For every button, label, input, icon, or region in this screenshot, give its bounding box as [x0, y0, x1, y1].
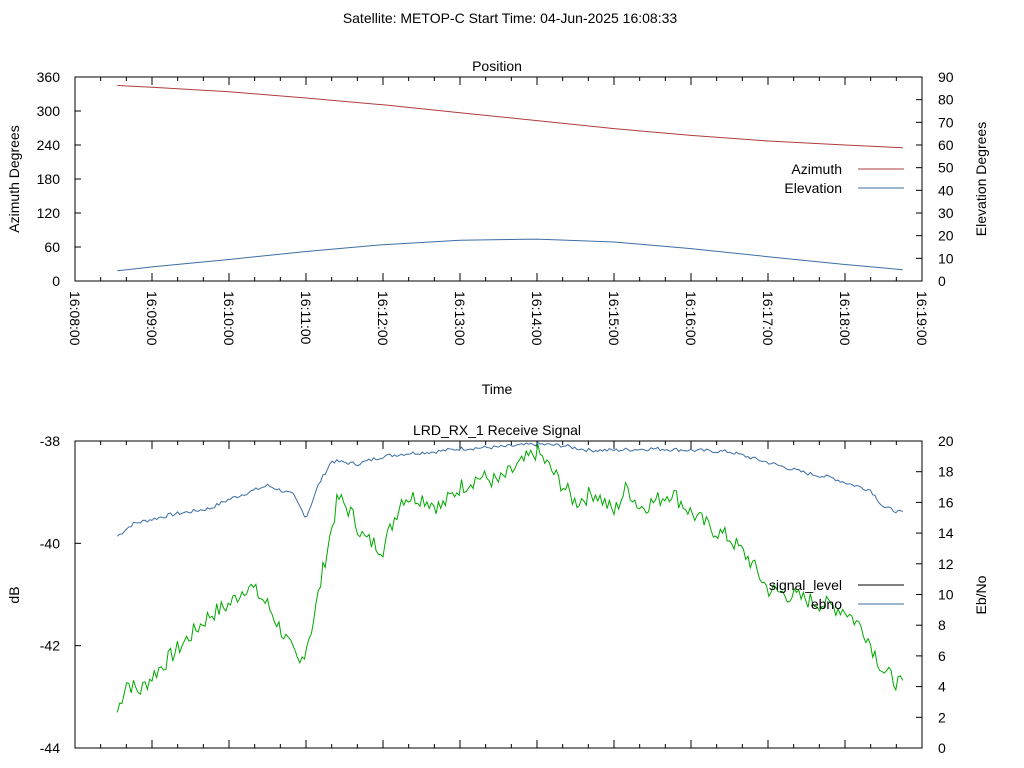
y-tick-label: 60	[44, 239, 60, 255]
y2-tick-label: 20	[938, 433, 954, 449]
y2-tick-label: 80	[938, 92, 954, 108]
position-series	[117, 85, 903, 272]
position-ylabel: Azimuth Degrees	[6, 125, 22, 232]
position-chart-title: Position	[472, 58, 522, 74]
azimuth-line	[117, 85, 903, 149]
y-tick-label: -42	[40, 638, 60, 654]
x-tick-label: 16:18:00	[837, 291, 853, 346]
y2-tick-label: 70	[938, 114, 954, 130]
signal-series	[116, 441, 904, 713]
y-tick-label: 180	[37, 171, 61, 187]
signal-legend: signal_level ebno	[769, 577, 904, 612]
y-tick-label: 300	[37, 103, 61, 119]
y2-tick-label: 40	[938, 182, 954, 198]
legend-azimuth-label: Azimuth	[791, 161, 842, 177]
header-title: Satellite: METOP-C Start Time: 04-Jun-20…	[343, 10, 678, 26]
y2-tick-label: 60	[938, 137, 954, 153]
y2-tick-label: 6	[938, 648, 946, 664]
x-tick-label: 16:19:00	[914, 291, 930, 346]
position-legend: Azimuth Elevation	[784, 161, 904, 196]
y-tick-label: 0	[52, 273, 60, 289]
y2-tick-label: 14	[938, 525, 954, 541]
x-tick-label: 16:15:00	[606, 291, 622, 346]
x-tick-label: 16:09:00	[144, 291, 160, 346]
y-tick-label: 360	[37, 69, 61, 85]
y2-tick-label: 20	[938, 228, 954, 244]
x-tick-label: 16:14:00	[529, 291, 545, 346]
position-y2label: Elevation Degrees	[973, 122, 989, 236]
x-tick-label: 16:17:00	[760, 291, 776, 346]
x-tick-label: 16:11:00	[298, 291, 314, 345]
y2-tick-label: 50	[938, 160, 954, 176]
y2-tick-label: 2	[938, 709, 946, 725]
y-tick-label: 120	[37, 205, 61, 221]
signal-chart-title: LRD_RX_1 Receive Signal	[413, 422, 581, 438]
y-tick-label: 240	[37, 137, 61, 153]
y2-tick-label: 10	[938, 250, 954, 266]
signal-axes: -44 -42 -40 -38 0 2 4 6 8 10 12 14 16 18 20	[40, 433, 954, 756]
ebno-line	[116, 441, 903, 537]
y2-tick-label: 0	[938, 740, 946, 756]
position-plot-frame	[74, 76, 923, 282]
y2-tick-label: 4	[938, 679, 946, 695]
legend-ebno-label: ebno	[811, 596, 842, 612]
position-chart: Position 0 60 120 180 240 300 360 0 10 20 30 40 50 60…	[6, 58, 989, 397]
signal-trace-line	[116, 443, 904, 713]
x-tick-label: 16:12:00	[375, 291, 391, 346]
signal-chart: LRD_RX_1 Receive Signal -44 -42 -40 -38 0 2 4 6…	[6, 422, 989, 756]
y-tick-label: -44	[40, 740, 60, 756]
legend-elevation-label: Elevation	[784, 180, 842, 196]
y2-tick-label: 18	[938, 464, 954, 480]
x-tick-label: 16:13:00	[452, 291, 468, 346]
y2-tick-label: 10	[938, 587, 954, 603]
y2-tick-label: 30	[938, 205, 954, 221]
y2-tick-label: 0	[938, 273, 946, 289]
y2-tick-label: 12	[938, 556, 954, 572]
y-tick-label: -38	[40, 433, 60, 449]
legend-signal-level-label: signal_level	[769, 577, 842, 593]
x-tick-label: 16:08:00	[67, 291, 83, 346]
position-xlabel: Time	[482, 381, 513, 397]
elevation-line	[117, 238, 903, 272]
x-tick-label: 16:16:00	[683, 291, 699, 346]
signal-ylabel: dB	[6, 586, 22, 603]
position-axes: 0 60 120 180 240 300 360 0 10 20 30 40 50 60 70 80 90 16:…	[37, 69, 954, 346]
signal-plot-frame	[74, 440, 923, 749]
y2-tick-label: 8	[938, 617, 946, 633]
signal-y2label: Eb/No	[973, 575, 989, 614]
y2-tick-label: 16	[938, 494, 954, 510]
y-tick-label: -40	[40, 535, 60, 551]
x-tick-label: 16:10:00	[221, 291, 237, 346]
y2-tick-label: 90	[938, 69, 954, 85]
